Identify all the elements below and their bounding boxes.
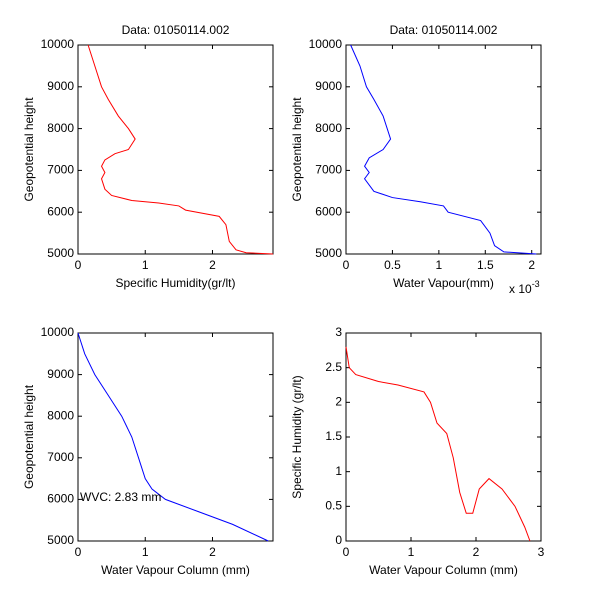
y-tick-label: 2 bbox=[335, 395, 342, 409]
plot-area bbox=[77, 332, 274, 542]
y-tick-label: 9000 bbox=[315, 79, 342, 93]
y-tick-label: 5000 bbox=[47, 533, 74, 547]
x-tick-label: 1 bbox=[142, 545, 149, 559]
x-tick-label: 1 bbox=[142, 258, 149, 272]
data-line bbox=[350, 44, 537, 255]
y-tick-label: 7000 bbox=[315, 163, 342, 177]
x-multiplier: x 10-3 bbox=[509, 279, 540, 296]
x-tick-label: 2 bbox=[209, 545, 216, 559]
multiplier-base: x 10 bbox=[509, 282, 532, 296]
x-tick-label: 0 bbox=[343, 545, 350, 559]
y-tick-label: 1 bbox=[335, 464, 342, 478]
x-tick-label: 0 bbox=[343, 258, 350, 272]
x-tick-label: 1 bbox=[436, 258, 443, 272]
data-line bbox=[77, 332, 269, 542]
x-tick-label: 2 bbox=[473, 545, 480, 559]
x-axis-label: Specific Humidity(gr/lt) bbox=[115, 276, 235, 290]
x-tick-label: 2 bbox=[528, 258, 535, 272]
x-tick-label: 1.5 bbox=[477, 258, 494, 272]
y-tick-label: 5000 bbox=[47, 246, 74, 260]
chart-title: Data: 01050114.002 bbox=[122, 23, 230, 37]
data-line bbox=[87, 44, 274, 255]
y-tick-label: 1.5 bbox=[325, 429, 342, 443]
x-axis-label: Water Vapour Column (mm) bbox=[101, 563, 250, 577]
y-tick-label: 0.5 bbox=[325, 499, 342, 513]
y-tick-label: 6000 bbox=[47, 204, 74, 218]
y-tick-label: 5000 bbox=[315, 246, 342, 260]
y-axis-label: Geopotential height bbox=[22, 384, 36, 489]
x-tick-label: 1 bbox=[408, 545, 415, 559]
chart-title: Data: 01050114.002 bbox=[390, 23, 498, 37]
x-tick-label: 0 bbox=[75, 545, 82, 559]
x-tick-label: 2 bbox=[209, 258, 216, 272]
x-axis-label: Water Vapour(mm) bbox=[393, 276, 494, 290]
data-line bbox=[345, 346, 531, 542]
multiplier-exponent: -3 bbox=[532, 279, 540, 289]
y-tick-label: 2.5 bbox=[325, 360, 342, 374]
y-tick-label: 6000 bbox=[47, 492, 74, 506]
plot-area bbox=[345, 332, 542, 542]
x-tick-label: 0.5 bbox=[384, 258, 401, 272]
y-axis-label: Geopotential height bbox=[22, 97, 36, 202]
y-tick-label: 9000 bbox=[47, 79, 74, 93]
y-tick-label: 0 bbox=[335, 533, 342, 547]
y-tick-label: 10000 bbox=[41, 37, 75, 51]
annotation: WVC: 2.83 mm bbox=[80, 490, 161, 504]
y-axis-label: Geopotential height bbox=[290, 97, 304, 202]
y-tick-label: 3 bbox=[335, 325, 342, 339]
y-tick-label: 8000 bbox=[47, 408, 74, 422]
y-tick-label: 9000 bbox=[47, 367, 74, 381]
y-tick-label: 8000 bbox=[47, 121, 74, 135]
y-tick-label: 7000 bbox=[47, 163, 74, 177]
y-tick-label: 7000 bbox=[47, 450, 74, 464]
x-tick-label: 3 bbox=[538, 545, 545, 559]
y-tick-label: 6000 bbox=[315, 204, 342, 218]
y-tick-label: 10000 bbox=[41, 325, 75, 339]
plot-area bbox=[345, 44, 542, 255]
plot-area bbox=[77, 44, 274, 255]
x-axis-label: Water Vapour Column (mm) bbox=[369, 563, 518, 577]
x-tick-label: 0 bbox=[75, 258, 82, 272]
y-axis-label: Specific Humidity (gr/lt) bbox=[290, 375, 304, 498]
y-tick-label: 10000 bbox=[309, 37, 343, 51]
y-tick-label: 8000 bbox=[315, 121, 342, 135]
